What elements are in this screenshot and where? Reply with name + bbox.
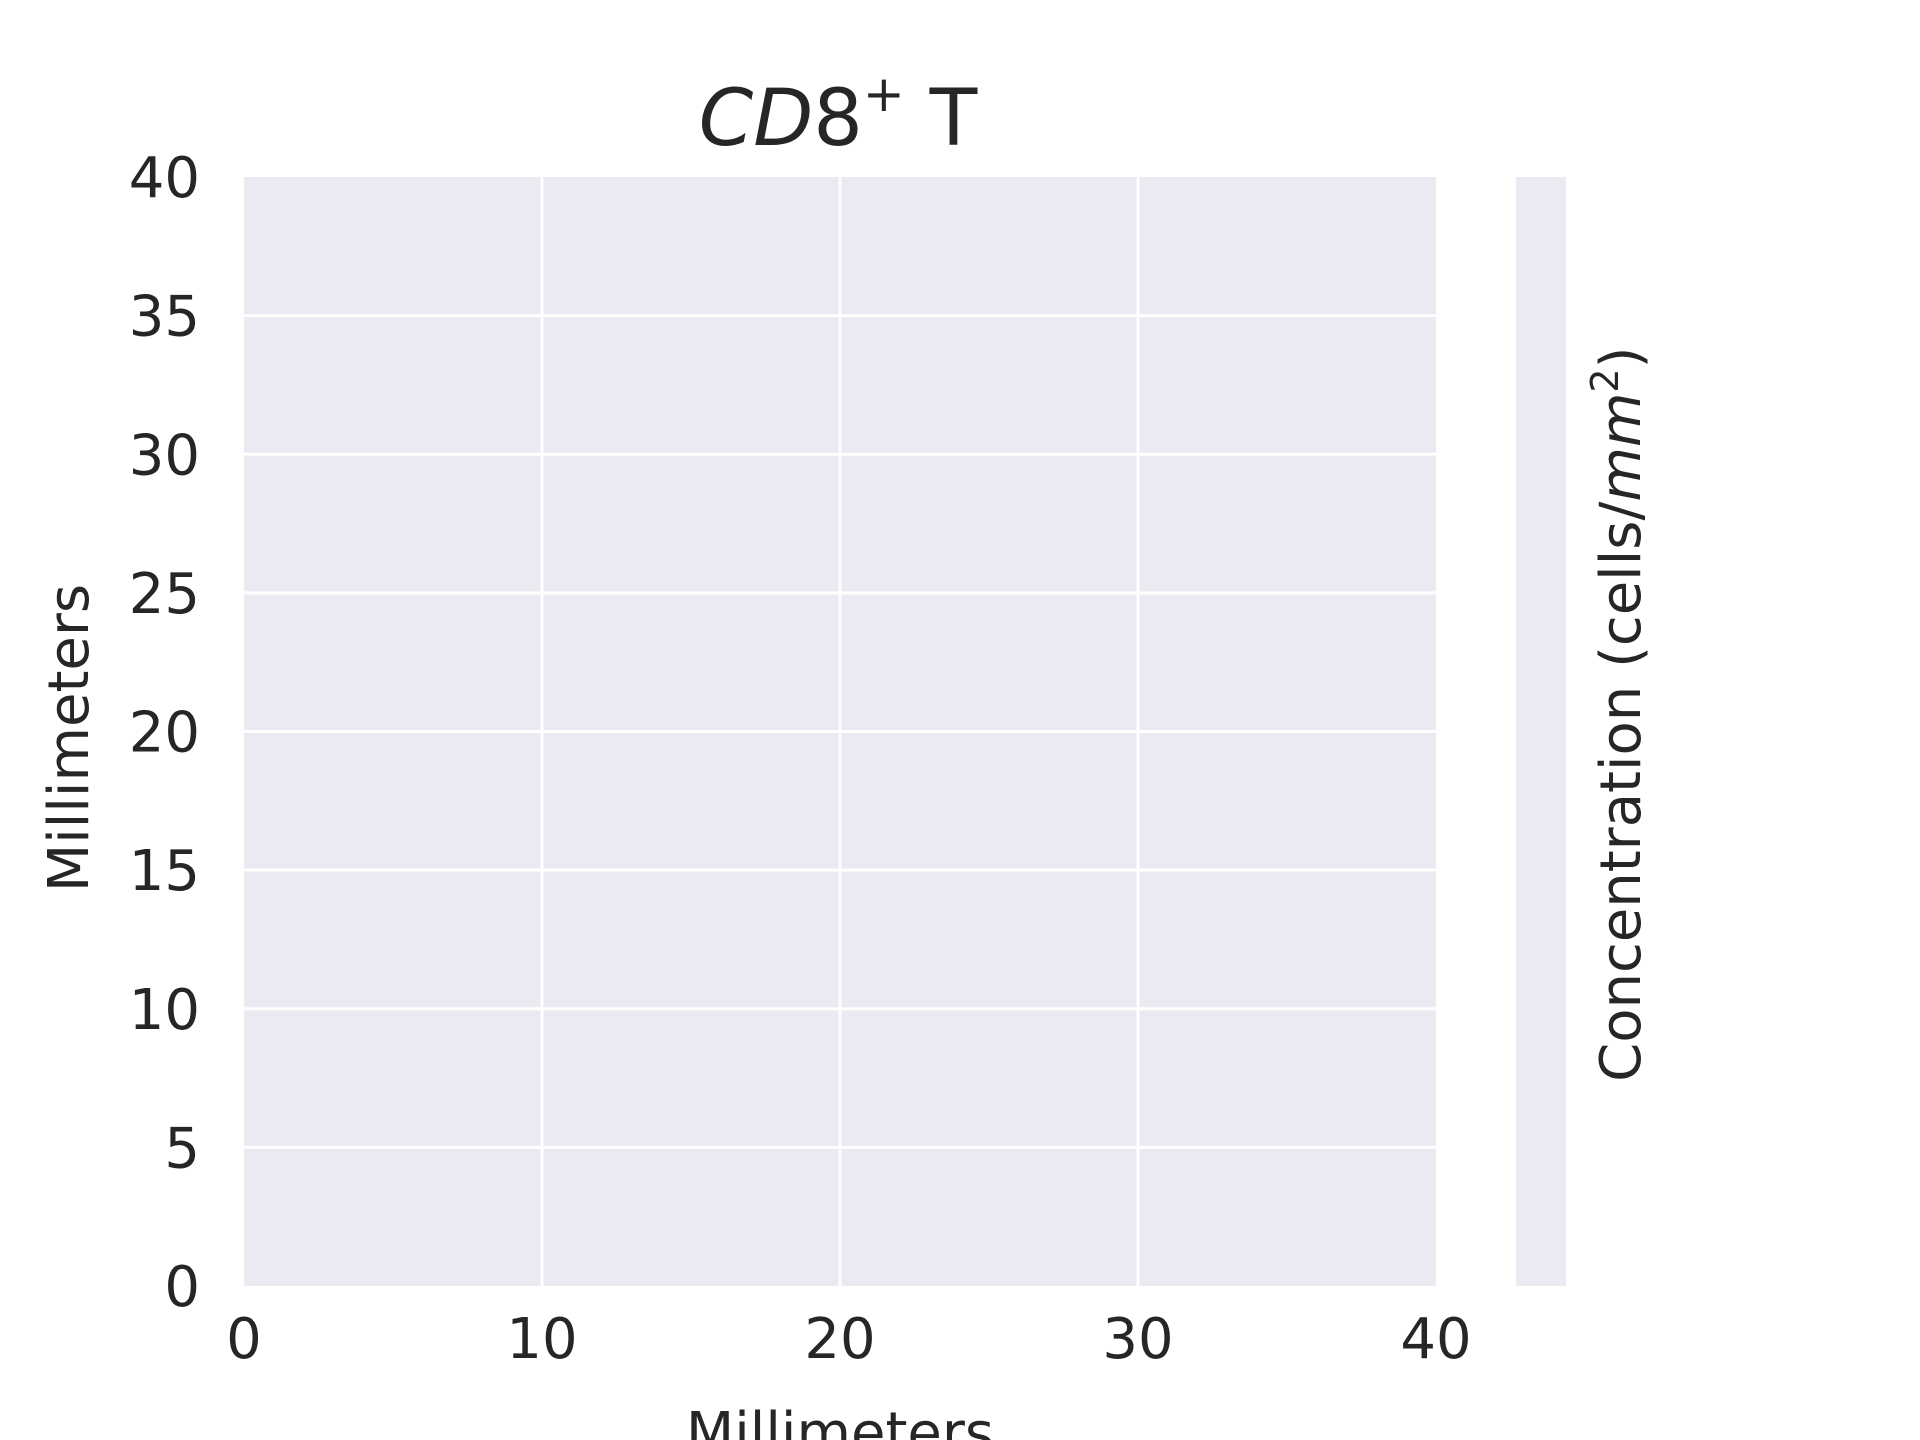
y-gridlines bbox=[244, 314, 1436, 1149]
chart-title-italic: CD bbox=[699, 74, 814, 164]
x-tick-labels: 0 10 20 30 40 bbox=[226, 1307, 1471, 1372]
colorbar-label-unit: mm bbox=[1589, 393, 1654, 502]
x-tick-label: 20 bbox=[804, 1307, 875, 1372]
y-tick-label: 40 bbox=[129, 146, 200, 211]
chart-title: CD8+ T bbox=[699, 65, 978, 164]
chart-title-suffix: T bbox=[905, 74, 978, 164]
y-tick-label: 25 bbox=[129, 562, 200, 627]
x-tick-label: 0 bbox=[226, 1307, 262, 1372]
colorbar bbox=[1516, 177, 1566, 1286]
x-tick-label: 40 bbox=[1400, 1307, 1471, 1372]
colorbar-label-superscript: 2 bbox=[1583, 368, 1627, 392]
y-tick-label: 15 bbox=[129, 839, 200, 904]
y-axis-label: Millimeters bbox=[37, 584, 102, 892]
y-tick-label: 20 bbox=[129, 701, 200, 766]
chart-title-superscript: + bbox=[863, 65, 905, 123]
y-tick-label: 5 bbox=[164, 1116, 200, 1181]
y-tick-label: 30 bbox=[129, 423, 200, 488]
y-tick-label: 10 bbox=[129, 978, 200, 1043]
y-tick-labels: 0 5 10 15 20 25 30 35 40 bbox=[129, 146, 200, 1320]
x-axis-label: Millimeters bbox=[686, 1401, 994, 1440]
y-tick-label: 35 bbox=[129, 285, 200, 350]
colorbar-label-suffix: ) bbox=[1589, 347, 1654, 369]
y-tick-label: 0 bbox=[164, 1255, 200, 1320]
x-tick-label: 30 bbox=[1102, 1307, 1173, 1372]
colorbar-label-prefix: Concentration (cells/ bbox=[1589, 502, 1654, 1082]
chart-title-number: 8 bbox=[813, 74, 863, 164]
x-tick-label: 10 bbox=[506, 1307, 577, 1372]
colorbar-label: Concentration (cells/mm2) bbox=[1583, 293, 1654, 1171]
